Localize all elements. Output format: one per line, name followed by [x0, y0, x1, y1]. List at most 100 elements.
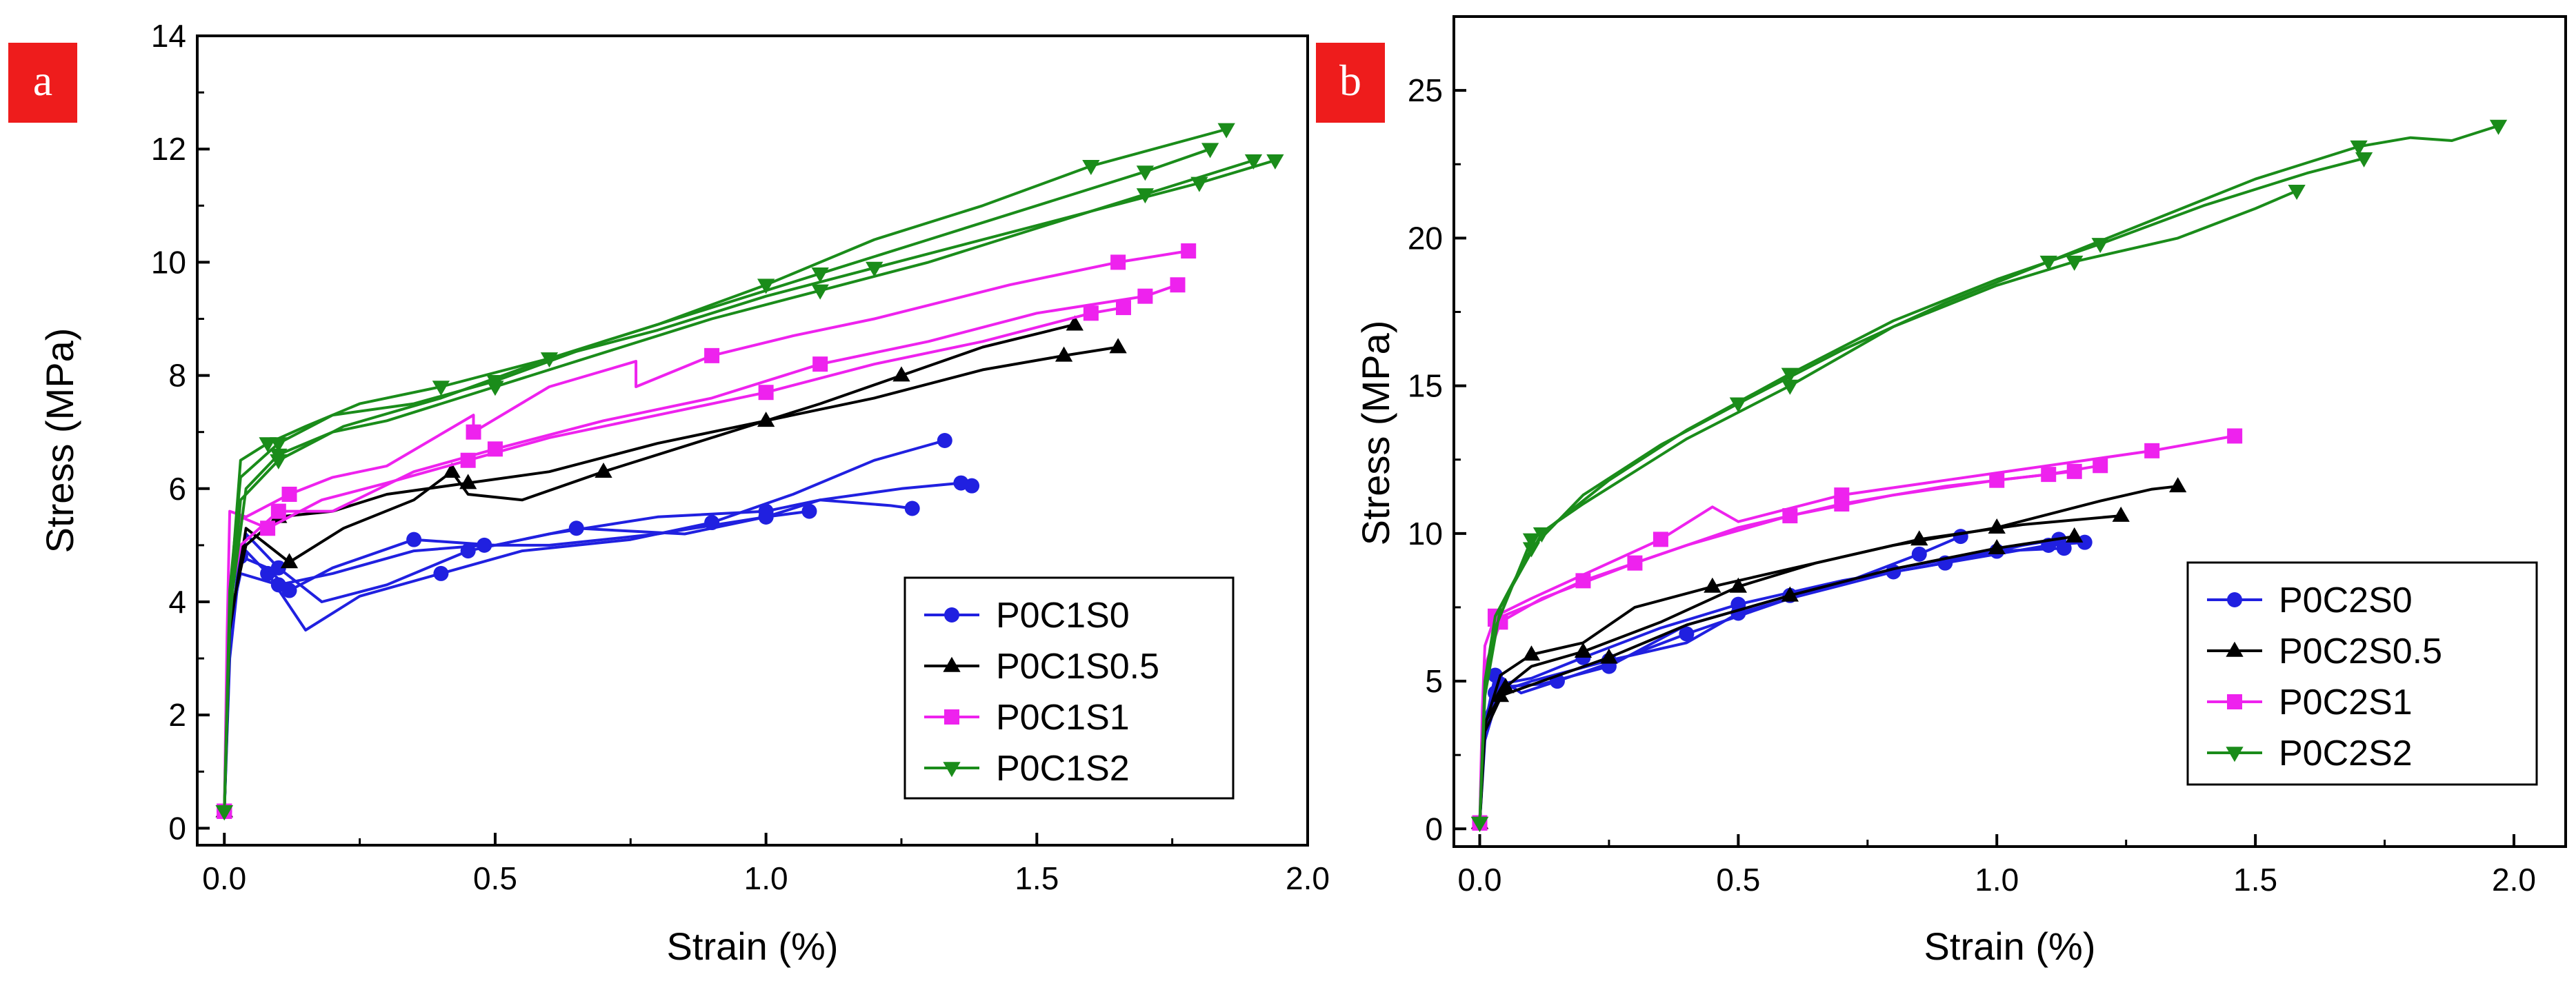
y-tick-label: 25	[1408, 72, 1443, 108]
legend-b: P0C2S0 P0C2S0.5 P0C2S1 P0C2S2	[2186, 561, 2538, 786]
data-point-P0C2S0.5	[1704, 577, 1721, 593]
data-point-P0C2S2	[2355, 152, 2373, 168]
data-point-P0C2S0.5	[2112, 506, 2130, 522]
legend-marker	[943, 762, 961, 778]
series-line-P0C1S2-4	[223, 159, 1276, 811]
data-point-P0C1S1	[1137, 288, 1153, 304]
data-point-P0C2S1	[2144, 443, 2160, 458]
plot-frame-b	[1452, 15, 2567, 848]
y-tick-label: 20	[1408, 220, 1443, 256]
x-tick-label: 0.5	[1716, 862, 1760, 898]
legend-marker	[944, 607, 959, 623]
series-P0C2S2	[1470, 119, 2508, 832]
data-point-P0C1S2	[1217, 123, 1235, 139]
legend-item-P0C1S2: P0C1S2	[924, 749, 1130, 789]
data-point-P0C1S0.5	[1055, 346, 1073, 362]
plot-frame-a	[196, 34, 1309, 847]
data-point-P0C1S0.5	[1066, 315, 1084, 331]
data-point-P0C1S0.5	[280, 553, 299, 569]
legend-a: P0C1S0 P0C1S0.5 P0C1S1 P0C1S2	[903, 576, 1235, 800]
data-point-P0C2S2	[1729, 397, 1748, 413]
x-tick-label: 2.0	[2492, 862, 2536, 898]
legend-label: P0C2S0	[2279, 580, 2413, 620]
legend-items-a: P0C1S0 P0C1S0.5 P0C1S1 P0C1S2	[924, 596, 1159, 789]
legend-items-b: P0C2S0 P0C2S0.5 P0C2S1 P0C2S2	[2207, 580, 2442, 773]
y-axis-label-a: Stress (MPa)	[38, 328, 81, 554]
data-point-P0C2S2	[1781, 379, 1799, 395]
data-point-P0C1S1	[758, 385, 774, 401]
legend-marker	[943, 656, 961, 672]
x-tick-label: 0.0	[202, 860, 246, 896]
data-point-P0C1S1	[1115, 300, 1131, 316]
y-axis-label-b: Stress (MPa)	[1354, 321, 1397, 546]
data-point-P0C1S2	[1266, 154, 1284, 170]
x-tick-label: 1.0	[1975, 862, 2019, 898]
data-point-P0C2S0	[1679, 626, 1695, 642]
legend-label: P0C1S0.5	[996, 647, 1159, 687]
x-tick-label: 1.5	[2233, 862, 2277, 898]
data-point-P0C1S0	[270, 560, 286, 576]
data-point-P0C2S2	[1522, 533, 1541, 549]
data-point-P0C1S2	[1201, 143, 1219, 159]
data-point-P0C2S1	[2227, 428, 2243, 444]
data-point-P0C1S2	[215, 805, 233, 820]
x-tick-label: 1.0	[744, 860, 788, 896]
data-point-P0C2S0	[2077, 534, 2093, 550]
data-point-P0C2S0.5	[1988, 539, 2006, 555]
legend-label: P0C2S0.5	[2279, 631, 2442, 671]
plot-area-a	[215, 123, 1284, 820]
legend-marker	[2227, 592, 2242, 607]
data-point-P0C1S0	[964, 478, 980, 494]
data-point-P0C2S0.5	[2066, 527, 2084, 543]
data-point-P0C1S0.5	[443, 462, 461, 478]
data-point-P0C1S0	[433, 565, 449, 581]
data-point-P0C1S1	[260, 520, 276, 536]
y-tick-label: 10	[1408, 516, 1443, 552]
data-point-P0C1S2	[1082, 160, 1100, 176]
legend-item-P0C1S0: P0C1S0	[924, 596, 1130, 636]
data-point-P0C1S1	[466, 424, 481, 440]
data-point-P0C2S2	[2066, 255, 2084, 271]
data-point-P0C1S2	[432, 381, 450, 396]
legend-label: P0C1S2	[996, 749, 1130, 789]
data-point-P0C1S1	[1083, 305, 1099, 321]
data-point-P0C1S2	[540, 352, 559, 368]
panel-badge-bg-a	[8, 43, 77, 123]
data-point-P0C2S1	[2093, 458, 2108, 474]
data-point-P0C2S0.5	[1491, 687, 1510, 702]
data-point-P0C1S2	[1190, 176, 1208, 192]
plot-area-b	[1470, 119, 2508, 832]
data-point-P0C2S2	[2091, 238, 2109, 254]
x-tick-label: 0.5	[473, 860, 517, 896]
x-axis-label-a: Strain (%)	[667, 924, 839, 968]
y-tick-label: 5	[1425, 663, 1443, 699]
data-point-P0C1S0	[758, 509, 774, 525]
data-point-P0C2S0.5	[1600, 648, 1618, 664]
data-point-P0C1S2	[270, 437, 288, 453]
data-point-P0C1S0.5	[459, 474, 477, 489]
legend-marker	[2226, 641, 2244, 657]
legend-item-P0C1S1: P0C1S1	[924, 698, 1130, 738]
data-point-P0C1S2	[811, 267, 829, 283]
axis-ticks-b: 0.0 0.5 1.0 1.5 2.0 0 5 10 15 20 25	[1408, 72, 2536, 898]
legend-item-P0C2S0.5: P0C2S0.5	[2207, 631, 2442, 671]
series-line-P0C1S1-2	[223, 283, 1179, 811]
data-point-P0C2S1	[1627, 555, 1643, 571]
legend-label: P0C2S1	[2279, 682, 2413, 722]
x-tick-label: 0.0	[1458, 862, 1502, 898]
series-line-P0C1S1-3	[223, 306, 1124, 811]
y-tick-label: 4	[168, 584, 186, 620]
data-point-P0C1S0.5	[892, 366, 910, 382]
legend-item-P0C2S1: P0C2S1	[2207, 682, 2413, 722]
series-line-P0C1S0.5-1	[223, 323, 1075, 811]
data-point-P0C2S2	[1781, 367, 1799, 383]
series-line-P0C1S0.5-2	[223, 345, 1119, 811]
y-tick-label: 6	[168, 471, 186, 507]
chart-panel-b: 0.0 0.5 1.0 1.5 2.0 0 5 10 15 20 25 b Strain (%) S…	[1316, 15, 2567, 968]
x-tick-label: 2.0	[1286, 860, 1330, 896]
legend-item-P0C2S2: P0C2S2	[2207, 734, 2413, 773]
series-line-P0C1S2-1	[223, 128, 1227, 811]
legend-item-P0C2S0: P0C2S0	[2207, 580, 2413, 620]
